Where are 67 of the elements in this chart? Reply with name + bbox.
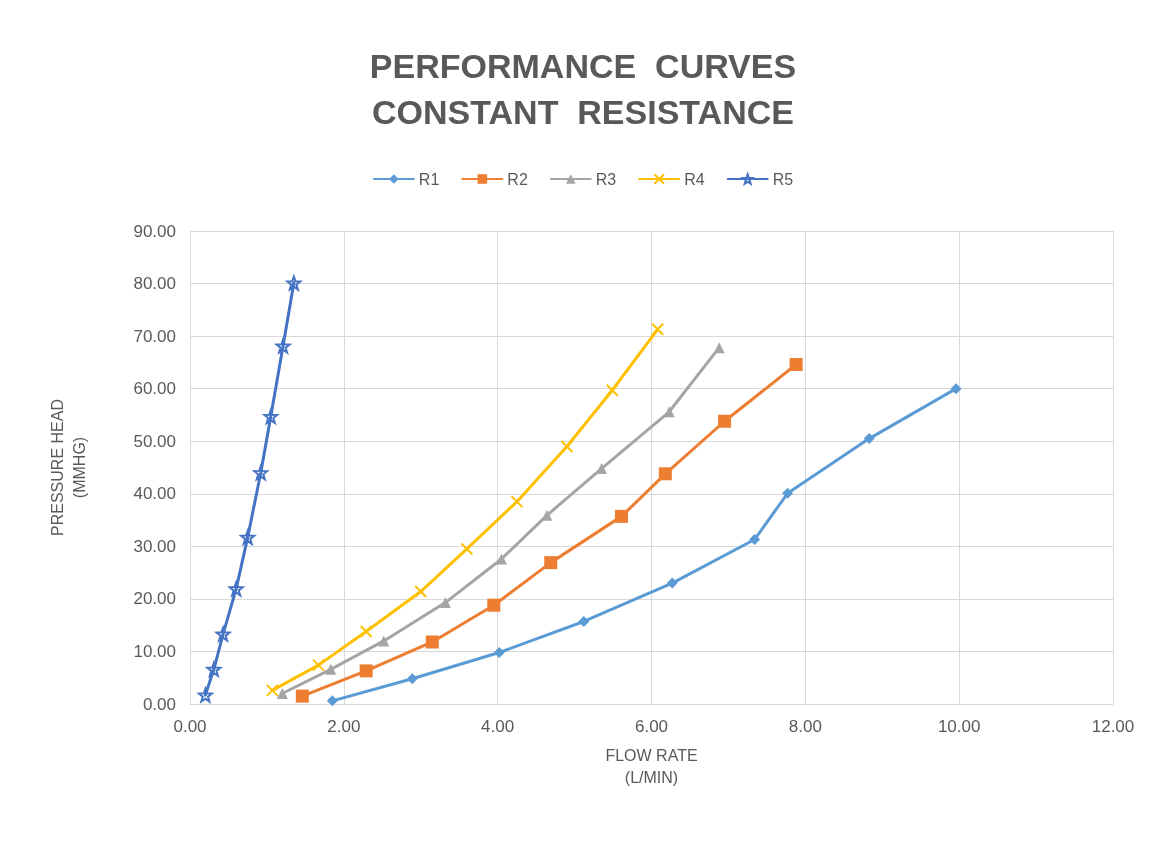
point bbox=[311, 658, 325, 672]
point bbox=[295, 689, 309, 703]
point bbox=[863, 433, 875, 445]
point bbox=[560, 439, 574, 453]
y-tick-label: 30.00 bbox=[133, 536, 176, 556]
point bbox=[206, 661, 222, 677]
y-tick-label: 10.00 bbox=[133, 641, 176, 661]
point bbox=[263, 409, 279, 425]
point bbox=[782, 487, 794, 499]
x-tick-label: 2.00 bbox=[327, 717, 361, 736]
point bbox=[651, 322, 665, 336]
point bbox=[406, 673, 418, 685]
point bbox=[718, 414, 732, 428]
point bbox=[276, 687, 288, 699]
legend-label: R2 bbox=[507, 170, 528, 188]
point bbox=[325, 663, 337, 675]
point bbox=[666, 577, 678, 589]
y-tick-label: 0.00 bbox=[142, 694, 176, 714]
point bbox=[605, 383, 619, 397]
point bbox=[493, 647, 505, 658]
point bbox=[425, 635, 439, 649]
y-axis-title: PRESSURE HEAD (MMHG) bbox=[48, 399, 88, 536]
x-tick-label: 8.00 bbox=[788, 717, 822, 736]
legend-label: R3 bbox=[595, 170, 617, 188]
point bbox=[439, 597, 451, 609]
point bbox=[615, 509, 628, 523]
point bbox=[253, 465, 269, 481]
y-tick-label: 90.00 bbox=[133, 221, 176, 241]
point bbox=[487, 598, 501, 612]
y-tick-label: 80.00 bbox=[133, 274, 176, 294]
point bbox=[658, 467, 672, 481]
point bbox=[460, 542, 474, 556]
point bbox=[228, 581, 244, 597]
legend-label: R5 bbox=[772, 170, 794, 188]
point bbox=[240, 529, 256, 545]
y-tick-label: 20.00 bbox=[133, 589, 176, 609]
point bbox=[214, 624, 232, 643]
legend-label: R1 bbox=[418, 170, 440, 188]
point bbox=[265, 683, 279, 697]
point bbox=[496, 553, 508, 565]
point bbox=[275, 338, 291, 354]
point bbox=[663, 406, 675, 418]
point bbox=[749, 534, 761, 545]
y-tick-label: 70.00 bbox=[133, 326, 176, 346]
legend-label: R4 bbox=[684, 170, 705, 188]
y-tick-label: 40.00 bbox=[133, 484, 176, 504]
point bbox=[596, 463, 607, 475]
x-tick-label: 4.00 bbox=[481, 717, 515, 736]
point bbox=[414, 585, 428, 599]
x-tick-label: 0.00 bbox=[173, 717, 207, 736]
x-tick-label: 6.00 bbox=[634, 717, 669, 736]
y-tick-label: 60.00 bbox=[133, 379, 176, 399]
point bbox=[578, 615, 590, 627]
point bbox=[713, 342, 725, 354]
point bbox=[359, 624, 373, 638]
point bbox=[950, 383, 962, 395]
x-tick-label: 12.00 bbox=[1091, 717, 1135, 736]
point bbox=[378, 635, 390, 647]
point bbox=[359, 664, 373, 678]
y-tick-label: 50.00 bbox=[133, 431, 176, 451]
point bbox=[544, 556, 558, 570]
point bbox=[789, 357, 803, 371]
chart-title: PERFORMANCE CURVES CONSTANT RESISTANCE bbox=[369, 47, 797, 131]
x-axis-title: FLOW RATE (L/MIN) bbox=[605, 746, 698, 786]
point bbox=[510, 495, 524, 509]
point bbox=[326, 695, 338, 707]
x-tick-label: 10.00 bbox=[937, 717, 981, 736]
